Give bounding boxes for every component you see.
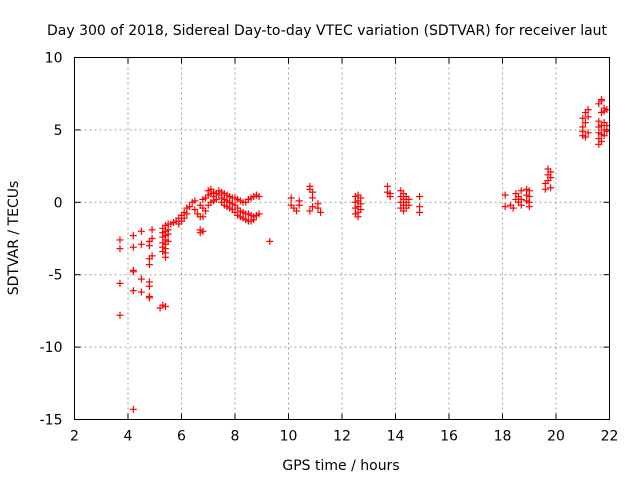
data-point	[186, 203, 194, 211]
data-point	[547, 184, 555, 192]
data-point	[183, 210, 191, 218]
x-tick-label: 12	[333, 429, 351, 445]
data-point	[145, 242, 153, 250]
data-point	[145, 261, 153, 269]
data-point	[386, 190, 394, 198]
data-point	[161, 253, 169, 261]
data-point	[148, 252, 156, 260]
x-tick-label: 6	[177, 429, 186, 445]
data-point	[148, 235, 156, 242]
data-points	[116, 95, 611, 413]
data-point	[250, 216, 258, 224]
data-point	[266, 237, 274, 245]
data-point	[584, 113, 592, 121]
data-point	[191, 197, 199, 205]
data-point	[164, 237, 172, 245]
data-point	[306, 207, 314, 215]
chart-title: Day 300 of 2018, Sidereal Day-to-day VTE…	[47, 23, 608, 39]
y-tick-label: -15	[40, 413, 63, 429]
data-point	[597, 95, 605, 103]
data-point	[129, 405, 137, 413]
data-point	[517, 187, 525, 195]
x-tick-label: 14	[387, 429, 405, 445]
data-point	[295, 197, 303, 205]
data-point	[199, 213, 207, 221]
data-point	[255, 210, 263, 218]
data-point	[547, 168, 555, 176]
data-point	[161, 303, 169, 311]
data-point	[416, 208, 424, 216]
data-point	[579, 114, 587, 122]
data-point	[255, 193, 263, 201]
data-point	[501, 191, 509, 199]
data-point	[354, 213, 362, 221]
data-point	[579, 127, 587, 135]
data-point	[116, 245, 124, 253]
data-point	[501, 203, 509, 211]
y-tick-label: 5	[54, 123, 63, 139]
data-point	[584, 106, 592, 114]
data-point	[148, 226, 156, 234]
y-tick-labels: -15 -10 -5 0 5 10	[40, 51, 63, 429]
data-point	[309, 203, 317, 211]
x-tick-label: 22	[601, 429, 619, 445]
data-point	[314, 204, 322, 212]
data-point	[129, 232, 137, 240]
data-point	[517, 201, 525, 209]
data-point	[383, 182, 391, 190]
x-tick-label: 8	[231, 429, 240, 445]
y-tick-label: -10	[40, 340, 63, 356]
data-point	[129, 287, 137, 295]
x-tick-label: 4	[124, 429, 133, 445]
data-point	[287, 194, 295, 202]
data-point	[509, 204, 517, 212]
x-tick-label: 20	[547, 429, 565, 445]
data-point	[199, 227, 207, 235]
data-point	[293, 207, 301, 215]
plot-frame	[74, 57, 610, 420]
y-axis-label: SDTVAR / TECUs	[6, 181, 22, 296]
data-point	[581, 119, 589, 127]
x-tick-label: 10	[280, 429, 298, 445]
data-point	[137, 288, 145, 296]
y-tick-label: 10	[45, 51, 63, 67]
y-tick-label: 0	[54, 195, 63, 211]
data-point	[525, 203, 533, 211]
data-point	[210, 197, 218, 205]
data-point	[581, 133, 589, 141]
x-tick-labels: 2 4 6 8 10 12 14 16 18 20 22	[70, 429, 618, 445]
data-point	[595, 117, 603, 125]
data-point	[584, 129, 592, 137]
data-point	[191, 206, 199, 214]
data-point	[116, 236, 124, 244]
data-point	[180, 214, 188, 222]
data-point	[129, 243, 137, 251]
data-point	[145, 282, 153, 290]
data-point	[309, 194, 317, 202]
data-point	[317, 208, 325, 216]
data-point	[129, 268, 137, 276]
data-point	[357, 206, 365, 214]
data-point	[137, 227, 145, 235]
data-point	[137, 240, 145, 248]
x-tick-label: 16	[440, 429, 458, 445]
y-tick-label: -5	[49, 268, 63, 284]
x-axis-label: GPS time / hours	[282, 458, 399, 474]
data-point	[137, 275, 145, 283]
data-point	[116, 279, 124, 287]
data-point	[202, 207, 210, 215]
data-point	[416, 193, 424, 201]
data-point	[597, 137, 605, 145]
x-tick-label: 2	[70, 429, 79, 445]
data-point	[116, 311, 124, 319]
data-point	[164, 230, 172, 238]
data-point	[405, 201, 413, 209]
data-point	[145, 294, 153, 302]
x-tick-label: 18	[494, 429, 512, 445]
